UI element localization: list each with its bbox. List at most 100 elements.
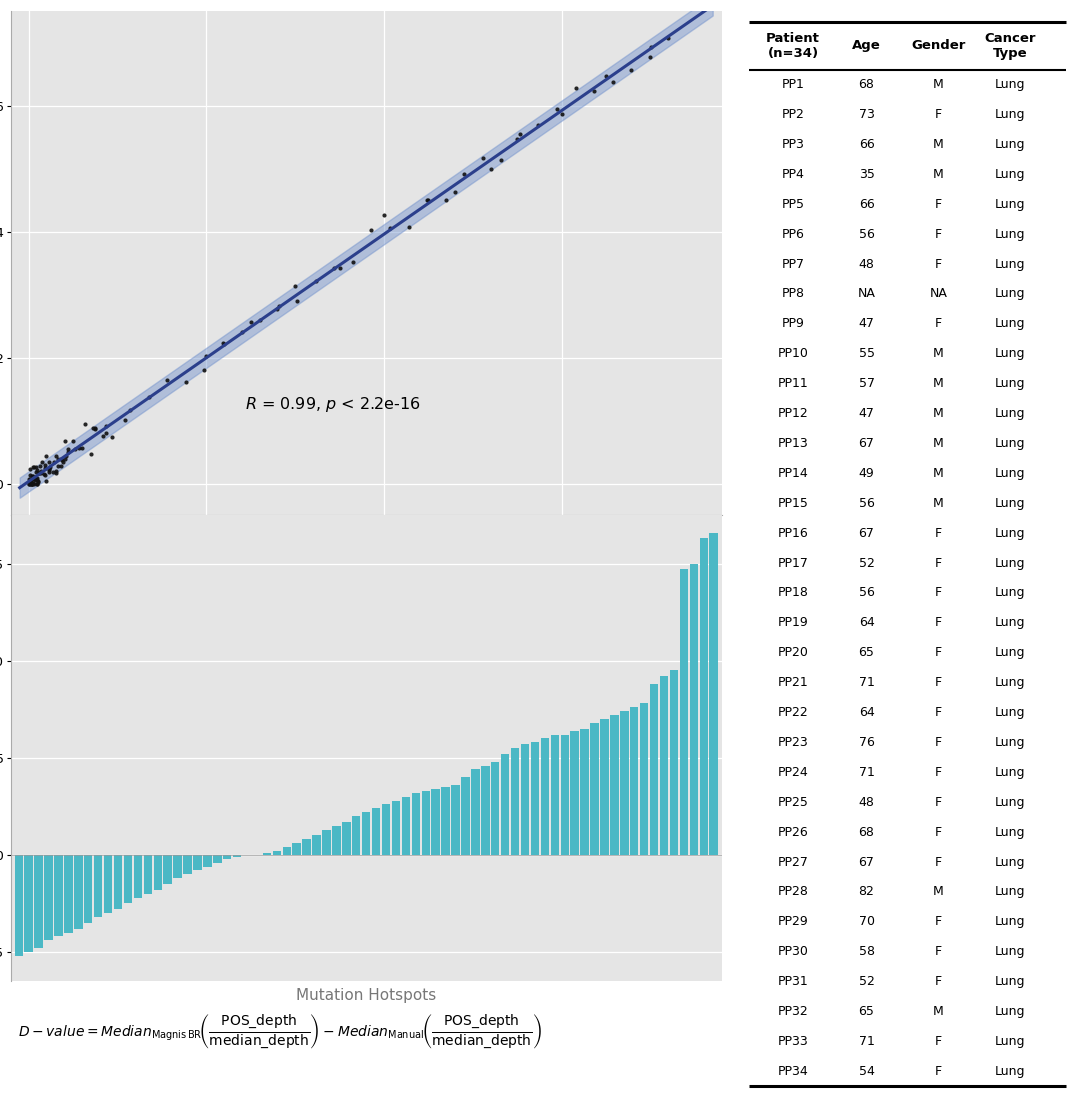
Bar	[104, 855, 112, 914]
Text: PP14: PP14	[778, 467, 808, 480]
Text: PP3: PP3	[782, 138, 805, 152]
Bar	[342, 822, 351, 855]
Point	[28, 470, 45, 488]
Point	[27, 471, 44, 489]
Point	[242, 313, 259, 331]
Text: 57: 57	[859, 377, 875, 390]
Point	[53, 450, 70, 468]
Text: 64: 64	[859, 616, 875, 629]
Point	[95, 427, 112, 445]
Text: M: M	[933, 347, 944, 361]
Bar	[25, 855, 32, 952]
Text: F: F	[935, 975, 942, 988]
Point	[198, 347, 215, 365]
Bar	[352, 816, 361, 855]
Text: PP22: PP22	[778, 706, 808, 719]
Text: F: F	[935, 856, 942, 868]
Text: Lung: Lung	[995, 826, 1026, 838]
Point	[59, 440, 77, 458]
Bar	[113, 855, 122, 909]
Point	[381, 219, 399, 237]
Bar	[144, 855, 152, 894]
Text: 58: 58	[859, 946, 875, 958]
Point	[103, 428, 120, 446]
Bar	[233, 855, 241, 857]
Text: M: M	[933, 407, 944, 420]
Point	[215, 335, 232, 353]
Point	[44, 462, 62, 480]
Text: PP7: PP7	[782, 258, 805, 271]
Bar	[591, 723, 598, 855]
Bar	[283, 847, 291, 855]
Bar	[213, 855, 221, 863]
Point	[307, 272, 324, 290]
Text: F: F	[935, 646, 942, 659]
Point	[24, 467, 41, 484]
Bar	[689, 564, 698, 855]
Point	[446, 184, 463, 201]
Bar	[432, 789, 440, 855]
Text: 66: 66	[859, 138, 875, 152]
Point	[28, 471, 45, 489]
Text: Cancer
Type: Cancer Type	[985, 32, 1036, 60]
Point	[345, 253, 362, 271]
Text: 55: 55	[859, 347, 875, 361]
Point	[159, 372, 176, 389]
Text: PP32: PP32	[778, 1005, 808, 1018]
Text: PP10: PP10	[778, 347, 809, 361]
Point	[286, 278, 303, 295]
Text: Lung: Lung	[995, 676, 1026, 689]
Bar	[333, 826, 340, 855]
Point	[22, 467, 39, 484]
Text: Lung: Lung	[995, 467, 1026, 480]
Text: PP19: PP19	[778, 616, 808, 629]
Text: F: F	[935, 556, 942, 570]
Point	[642, 38, 659, 55]
Bar	[551, 734, 559, 855]
Text: Lung: Lung	[995, 198, 1026, 211]
Text: Lung: Lung	[995, 706, 1026, 719]
Point	[40, 452, 57, 470]
Text: NA: NA	[858, 288, 876, 301]
Bar	[312, 835, 321, 855]
Point	[252, 311, 269, 328]
Point	[363, 221, 380, 239]
Point	[326, 259, 343, 276]
Text: Lung: Lung	[995, 946, 1026, 958]
Text: PP31: PP31	[778, 975, 808, 988]
Text: F: F	[935, 946, 942, 958]
Text: PP9: PP9	[782, 317, 805, 331]
Point	[511, 125, 528, 143]
Point	[66, 440, 83, 458]
Text: Patient
(n=34): Patient (n=34)	[766, 32, 820, 60]
Point	[195, 362, 213, 379]
Text: 76: 76	[859, 735, 875, 749]
Text: 56: 56	[859, 586, 875, 599]
Bar	[660, 676, 669, 855]
Text: 68: 68	[859, 826, 875, 838]
Text: Lung: Lung	[995, 1005, 1026, 1018]
Text: PP27: PP27	[778, 856, 809, 868]
Point	[400, 218, 417, 236]
Point	[604, 73, 621, 91]
Text: Lung: Lung	[995, 526, 1026, 540]
Point	[53, 451, 70, 469]
Bar	[630, 708, 638, 855]
Text: 67: 67	[859, 437, 875, 450]
Text: Lung: Lung	[995, 497, 1026, 510]
Point	[25, 473, 42, 491]
Point	[30, 472, 48, 490]
Text: Lung: Lung	[995, 228, 1026, 241]
Bar	[392, 801, 401, 855]
Text: Lung: Lung	[995, 1065, 1026, 1078]
Bar	[501, 754, 510, 855]
Point	[660, 30, 677, 48]
Bar	[442, 787, 450, 855]
Bar	[124, 855, 132, 904]
Point	[22, 474, 39, 492]
Point	[40, 460, 57, 478]
Text: PP13: PP13	[778, 437, 808, 450]
Point	[24, 474, 41, 492]
Text: M: M	[933, 168, 944, 181]
Text: F: F	[935, 676, 942, 689]
